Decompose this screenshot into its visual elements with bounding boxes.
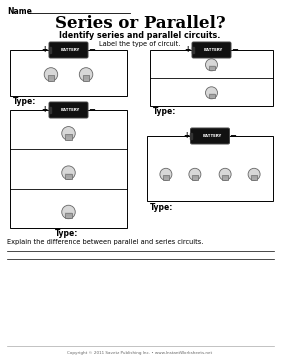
Bar xyxy=(192,175,198,180)
Text: BATTERY: BATTERY xyxy=(204,48,223,52)
Circle shape xyxy=(44,68,58,81)
Circle shape xyxy=(205,59,217,71)
Text: Name: Name xyxy=(7,8,32,16)
Text: Label the type of circuit.: Label the type of circuit. xyxy=(99,41,181,47)
Bar xyxy=(209,94,214,98)
Bar xyxy=(147,136,273,201)
Bar xyxy=(65,174,72,179)
Text: Copyright © 2011 Savetz Publishing Inc. • www.InstantWorksheets.net: Copyright © 2011 Savetz Publishing Inc. … xyxy=(67,351,212,355)
Text: BATTERY: BATTERY xyxy=(61,48,80,52)
Bar xyxy=(47,75,54,81)
Text: +: + xyxy=(41,106,47,115)
Text: −: − xyxy=(88,46,95,55)
FancyBboxPatch shape xyxy=(49,102,88,118)
Bar xyxy=(10,110,127,228)
Text: −: − xyxy=(230,131,237,141)
Text: BATTERY: BATTERY xyxy=(61,108,80,112)
Bar xyxy=(10,50,127,96)
Bar xyxy=(49,107,51,113)
Bar xyxy=(150,50,273,106)
Circle shape xyxy=(79,68,93,81)
Text: Type:: Type: xyxy=(153,107,176,116)
Text: Type:: Type: xyxy=(13,98,36,107)
Bar xyxy=(191,47,194,53)
Text: +: + xyxy=(184,46,191,55)
Circle shape xyxy=(205,87,217,99)
Text: −: − xyxy=(88,106,95,115)
Circle shape xyxy=(62,127,75,140)
Bar xyxy=(49,47,51,53)
Circle shape xyxy=(62,166,75,179)
Circle shape xyxy=(160,168,172,180)
Text: Explain the difference between parallel and series circuits.: Explain the difference between parallel … xyxy=(7,239,203,245)
Circle shape xyxy=(62,205,75,219)
Circle shape xyxy=(248,168,260,180)
Bar xyxy=(65,134,72,140)
Text: Type:: Type: xyxy=(150,202,173,211)
Text: Series or Parallel?: Series or Parallel? xyxy=(55,16,225,32)
Text: Type:: Type: xyxy=(55,229,78,238)
Text: +: + xyxy=(183,131,189,141)
Text: +: + xyxy=(41,46,47,55)
Text: BATTERY: BATTERY xyxy=(202,134,222,138)
Bar xyxy=(83,75,89,81)
Text: −: − xyxy=(231,46,238,55)
Bar xyxy=(251,175,257,180)
Bar xyxy=(209,66,214,70)
Circle shape xyxy=(219,168,231,180)
FancyBboxPatch shape xyxy=(192,42,231,58)
FancyBboxPatch shape xyxy=(49,42,88,58)
FancyBboxPatch shape xyxy=(191,128,230,144)
Bar xyxy=(222,175,228,180)
Bar xyxy=(190,133,192,139)
Bar xyxy=(65,213,72,218)
Circle shape xyxy=(189,168,201,180)
Text: Identify series and parallel circuits.: Identify series and parallel circuits. xyxy=(59,31,221,40)
Bar xyxy=(163,175,169,180)
